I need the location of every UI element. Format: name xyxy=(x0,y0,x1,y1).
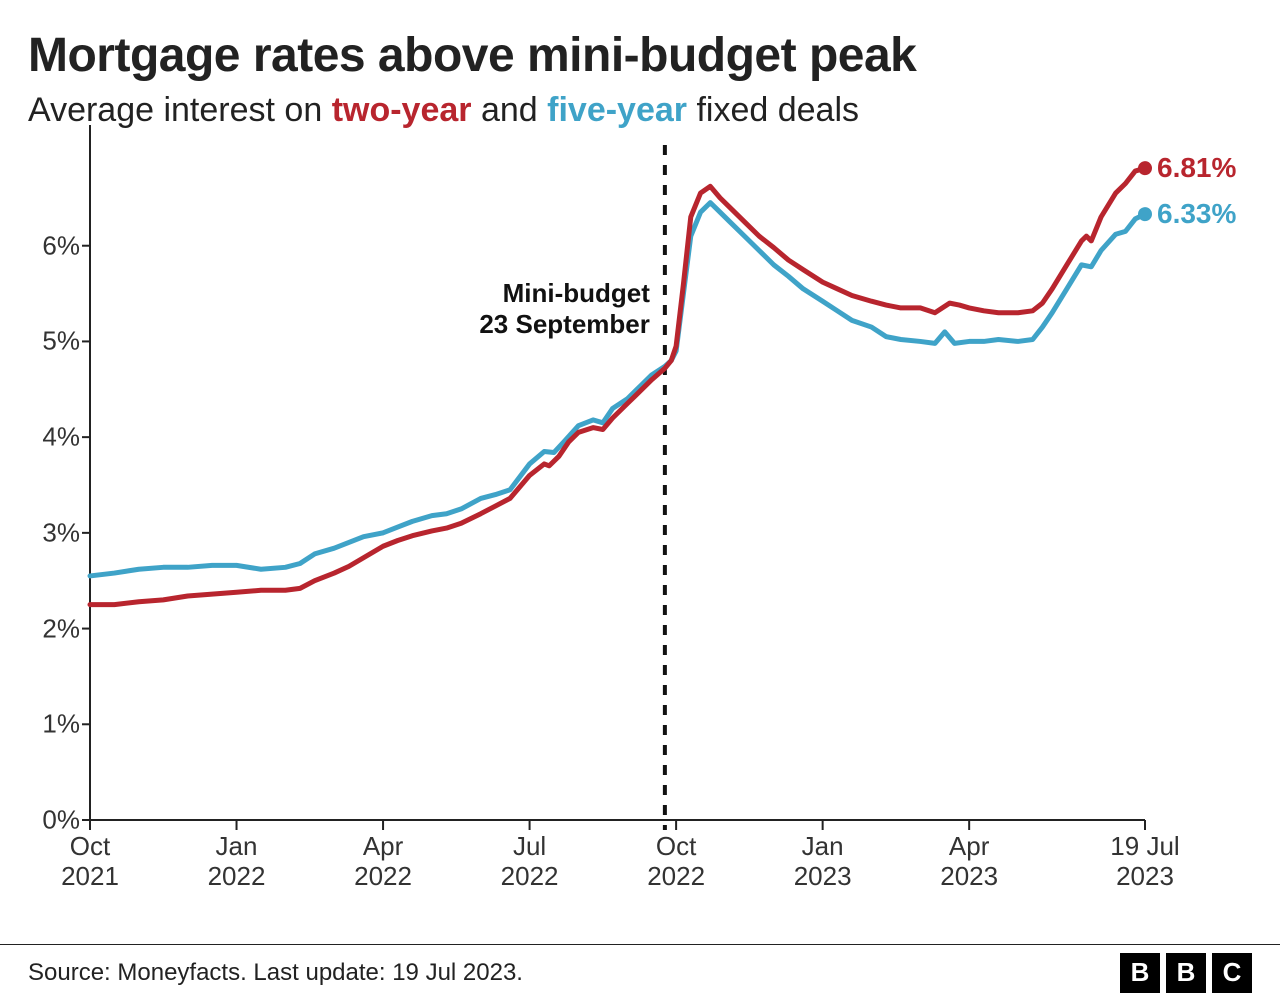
chart-subtitle: Average interest on two-year and five-ye… xyxy=(28,91,1252,130)
subtitle-pre: Average interest on xyxy=(28,91,332,129)
x-tick-label: Jan 2022 xyxy=(208,820,266,892)
x-tick-label: Jan 2023 xyxy=(794,820,852,892)
chart-title: Mortgage rates above mini-budget peak xyxy=(28,28,1252,83)
bbc-logo-letter: B xyxy=(1166,953,1206,993)
y-tick-label: 2% xyxy=(42,613,90,644)
line-two-year xyxy=(90,168,1145,604)
subtitle-mid: and xyxy=(472,91,548,129)
two-year-end-label: 6.81% xyxy=(1157,152,1236,184)
y-tick-label: 5% xyxy=(42,326,90,357)
y-tick-label: 6% xyxy=(42,230,90,261)
x-tick-label: Jul 2022 xyxy=(501,820,559,892)
bbc-logo-letter: C xyxy=(1212,953,1252,993)
bbc-logo-letter: B xyxy=(1120,953,1160,993)
x-tick-label: Oct 2021 xyxy=(61,820,119,892)
source-text: Source: Moneyfacts. Last update: 19 Jul … xyxy=(28,959,523,987)
y-tick-label: 1% xyxy=(42,709,90,740)
chart-plot-area: 0%1%2%3%4%5%6%Oct 2021Jan 2022Apr 2022Ju… xyxy=(90,150,1145,820)
x-tick-label: Apr 2022 xyxy=(354,820,412,892)
x-tick-label: 19 Jul 2023 xyxy=(1110,820,1179,892)
line-five-year xyxy=(90,203,1145,576)
two-year-end-marker xyxy=(1138,161,1152,175)
chart-footer: Source: Moneyfacts. Last update: 19 Jul … xyxy=(0,944,1280,1000)
bbc-logo: B B C xyxy=(1120,953,1252,993)
five-year-end-marker xyxy=(1138,207,1152,221)
x-tick-label: Oct 2022 xyxy=(647,820,705,892)
subtitle-five-year: five-year xyxy=(547,91,687,129)
five-year-end-label: 6.33% xyxy=(1157,198,1236,230)
x-tick-label: Apr 2023 xyxy=(940,820,998,892)
subtitle-post: fixed deals xyxy=(687,91,859,129)
y-tick-label: 3% xyxy=(42,517,90,548)
y-tick-label: 4% xyxy=(42,422,90,453)
annotation-label: Mini-budget 23 September xyxy=(445,278,650,340)
subtitle-two-year: two-year xyxy=(332,91,472,129)
